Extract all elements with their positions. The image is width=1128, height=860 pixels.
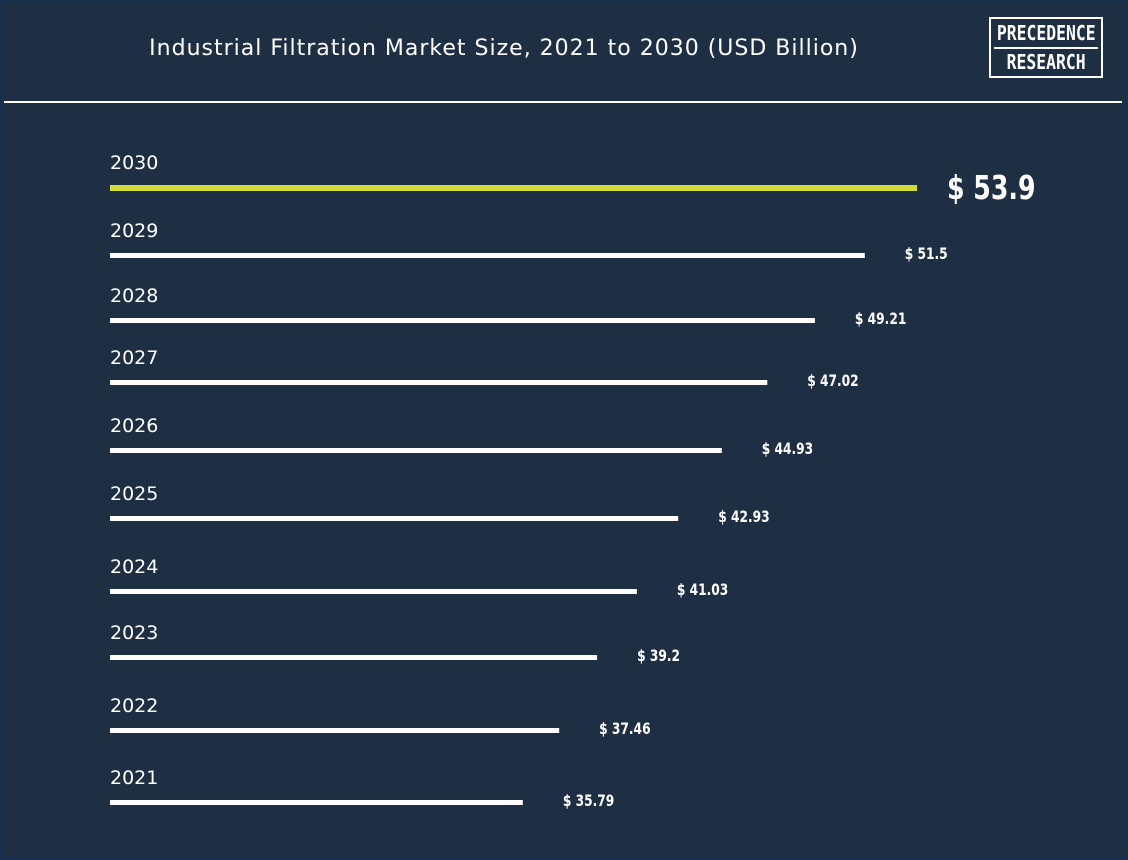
value-label-2030: $ 53.9 [947,170,1036,208]
year-label-2028: 2028 [110,285,158,307]
bar-2026 [110,448,722,453]
bar-2024 [110,589,637,594]
title-divider [4,101,1122,103]
value-label-2026: $ 44.93 [762,440,813,458]
bar-2027 [110,380,768,385]
bar-2029 [110,253,865,258]
year-label-2029: 2029 [110,220,158,242]
year-label-2030: 2030 [110,152,158,174]
value-label-2023: $ 39.2 [637,647,680,665]
chart-title: Industrial Filtration Market Size, 2021 … [149,36,859,61]
logo-line-1: PRECEDENCE [996,20,1096,45]
logo-line-2: RESEARCH [1006,49,1086,74]
value-label-2024: $ 41.03 [677,581,728,599]
bar-2025 [110,516,679,521]
bar-2021 [110,800,523,805]
logo-separator [994,46,1098,49]
value-label-2027: $ 47.02 [807,372,858,390]
year-label-2023: 2023 [110,622,158,644]
value-label-2029: $ 51.5 [905,245,948,263]
bar-2022 [110,728,560,733]
bar-2023 [110,655,598,660]
value-label-2022: $ 37.46 [599,720,650,738]
bar-2028 [110,318,815,323]
year-label-2021: 2021 [110,767,158,789]
bar-2030 [110,185,917,191]
precedence-research-logo: PRECEDENCE RESEARCH [989,17,1103,78]
year-label-2026: 2026 [110,415,158,437]
value-label-2025: $ 42.93 [718,508,769,526]
year-label-2025: 2025 [110,483,158,505]
value-label-2021: $ 35.79 [563,792,614,810]
year-label-2022: 2022 [110,695,158,717]
year-label-2024: 2024 [110,556,158,578]
year-label-2027: 2027 [110,347,158,369]
value-label-2028: $ 49.21 [855,310,906,328]
